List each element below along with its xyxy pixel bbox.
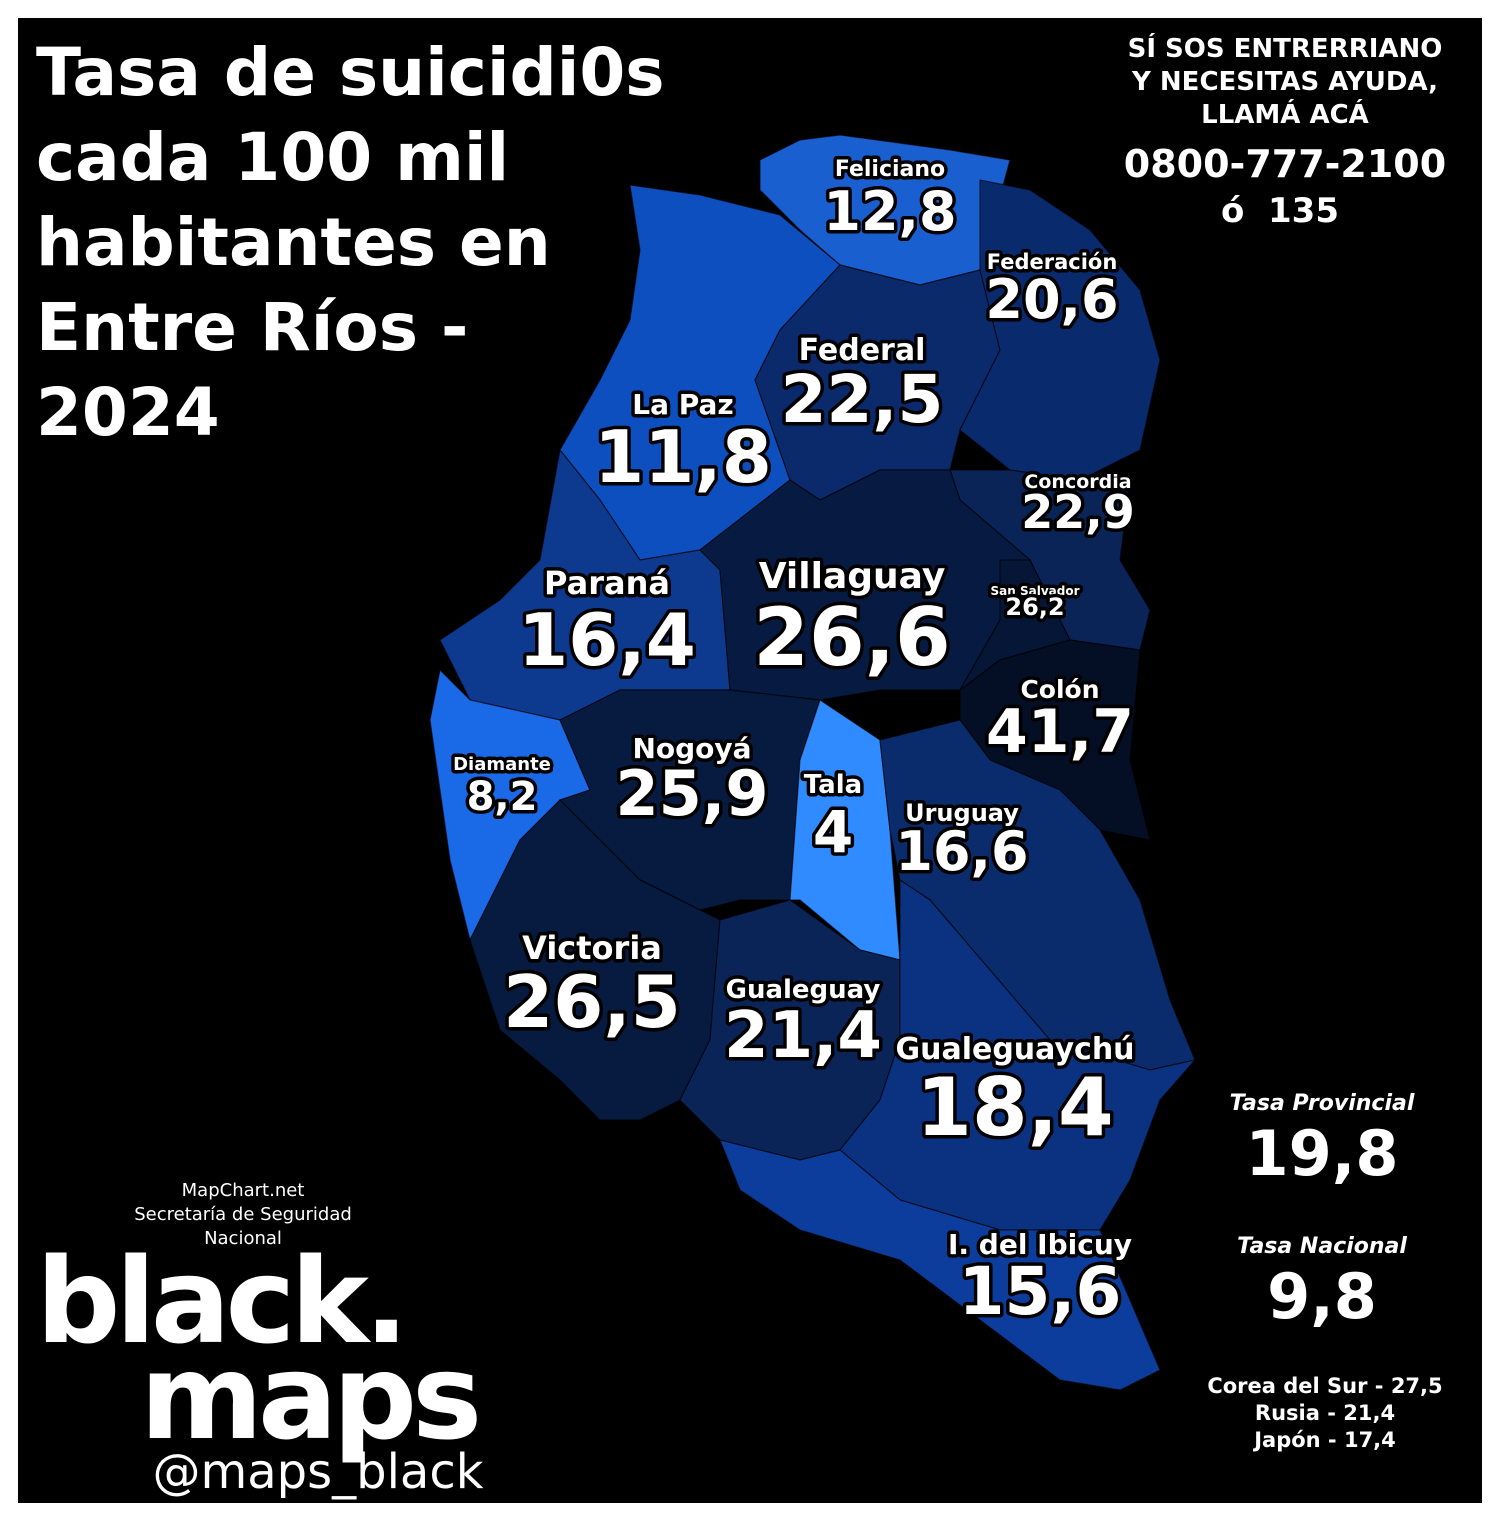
department-value: 21,4 [724, 999, 882, 1073]
department-value: 16,4 [518, 598, 696, 682]
department-value: 26,5 [503, 960, 681, 1044]
department-name: Victoria [522, 929, 662, 967]
department-name: Tala [804, 770, 862, 800]
region-federacion [959, 179, 1161, 481]
department-value: 22,5 [781, 361, 944, 438]
department-name: Gualeguay [726, 975, 881, 1005]
map [429, 134, 1197, 1391]
source: MapChart.net [182, 1180, 305, 1201]
source: Secretaría de Seguridad [134, 1204, 352, 1225]
region-villaguay [699, 469, 1031, 701]
title-line: Tasa de suicidi0s [36, 34, 665, 111]
department-name: Concordia [1024, 471, 1131, 493]
department-value: 25,9 [616, 757, 769, 830]
department-name: Paraná [544, 564, 670, 602]
source: Nacional [204, 1228, 282, 1249]
summary: Tasa Provincial 19,8 Tasa Nacional 9,8 C… [1207, 1091, 1442, 1452]
department-name: Uruguay [905, 799, 1019, 827]
department-name: San Salvador [991, 584, 1080, 598]
help-phone: 0800-777-2100 [1124, 142, 1446, 186]
department-value: 8,2 [467, 774, 538, 820]
region-ibicuy [719, 1139, 1161, 1391]
comparison: Japón - 17,4 [1252, 1428, 1396, 1452]
department-value: 41,7 [986, 697, 1134, 767]
title: Tasa de suicidi0s cada 100 mil habitante… [36, 34, 665, 451]
department-name: Diamante [453, 754, 551, 775]
provincial-label: Tasa Provincial [1230, 1091, 1415, 1116]
department-name: Nogoyá [632, 732, 751, 765]
help-line: Y NECESITAS AYUDA, [1131, 67, 1438, 97]
department-value: 18,4 [916, 1061, 1113, 1154]
department-value: 26,6 [753, 591, 950, 684]
department-value: 11,8 [594, 415, 772, 499]
department-name: Gualeguaychú [895, 1032, 1134, 1067]
department-value: 26,2 [1005, 593, 1064, 621]
department-value: 12,8 [823, 180, 956, 243]
department-value: 4 [813, 798, 853, 866]
department-name: Feliciano [835, 157, 945, 182]
national-value: 9,8 [1267, 1260, 1377, 1333]
department-name: Villaguay [759, 556, 946, 597]
handle: @maps_black [152, 1444, 483, 1500]
help-line: LLAMÁ ACÁ [1201, 98, 1369, 130]
help-box: SÍ SOS ENTRERRIANO Y NECESITAS AYUDA, LL… [1124, 32, 1446, 231]
provincial-value: 19,8 [1246, 1117, 1399, 1190]
title-line: Entre Ríos - [36, 289, 468, 366]
brand: black. [36, 1232, 404, 1370]
help-alt: ó 135 [1221, 191, 1339, 231]
department-name: La Paz [632, 388, 733, 421]
brand: maps [140, 1328, 477, 1466]
national-label: Tasa Nacional [1237, 1234, 1407, 1259]
department-value: 15,6 [959, 1253, 1122, 1330]
department-name: I. del Ibicuy [948, 1228, 1132, 1261]
comparison: Corea del Sur - 27,5 [1207, 1374, 1442, 1398]
department-name: Colón [1020, 675, 1099, 704]
title-line: 2024 [36, 374, 220, 451]
department-name: Federación [987, 250, 1118, 274]
credits: MapChart.net Secretaría de Seguridad Nac… [36, 1180, 484, 1500]
help-line: SÍ SOS ENTRERRIANO [1128, 32, 1443, 64]
department-value: 16,6 [895, 820, 1028, 883]
region-nogoya [558, 689, 821, 911]
comparison: Rusia - 21,4 [1255, 1401, 1395, 1425]
title-line: habitantes en [36, 204, 551, 281]
title-line: cada 100 mil [36, 119, 509, 196]
department-name: Federal [799, 333, 926, 368]
department-value: 20,6 [985, 268, 1118, 331]
department-value: 22,9 [1021, 485, 1135, 539]
